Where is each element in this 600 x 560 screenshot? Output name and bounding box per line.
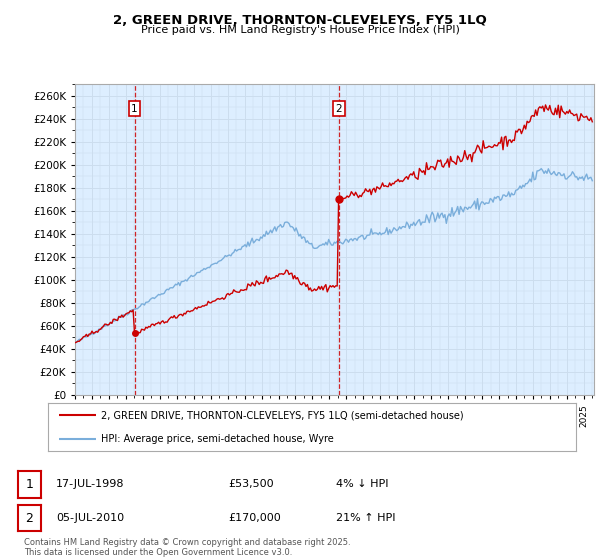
Text: 2, GREEN DRIVE, THORNTON-CLEVELEYS, FY5 1LQ: 2, GREEN DRIVE, THORNTON-CLEVELEYS, FY5 … bbox=[113, 14, 487, 27]
Text: 2: 2 bbox=[25, 511, 34, 525]
Text: 2: 2 bbox=[335, 104, 342, 114]
Text: 17-JUL-1998: 17-JUL-1998 bbox=[56, 479, 124, 489]
Text: 1: 1 bbox=[25, 478, 34, 491]
Text: Contains HM Land Registry data © Crown copyright and database right 2025.
This d: Contains HM Land Registry data © Crown c… bbox=[24, 538, 350, 557]
Text: 1: 1 bbox=[131, 104, 138, 114]
Text: 05-JUL-2010: 05-JUL-2010 bbox=[56, 513, 124, 523]
Text: HPI: Average price, semi-detached house, Wyre: HPI: Average price, semi-detached house,… bbox=[101, 434, 334, 444]
Text: 4% ↓ HPI: 4% ↓ HPI bbox=[336, 479, 389, 489]
Text: Price paid vs. HM Land Registry's House Price Index (HPI): Price paid vs. HM Land Registry's House … bbox=[140, 25, 460, 35]
Text: 21% ↑ HPI: 21% ↑ HPI bbox=[336, 513, 395, 523]
Text: 2, GREEN DRIVE, THORNTON-CLEVELEYS, FY5 1LQ (semi-detached house): 2, GREEN DRIVE, THORNTON-CLEVELEYS, FY5 … bbox=[101, 410, 463, 420]
Text: £53,500: £53,500 bbox=[228, 479, 274, 489]
Text: £170,000: £170,000 bbox=[228, 513, 281, 523]
